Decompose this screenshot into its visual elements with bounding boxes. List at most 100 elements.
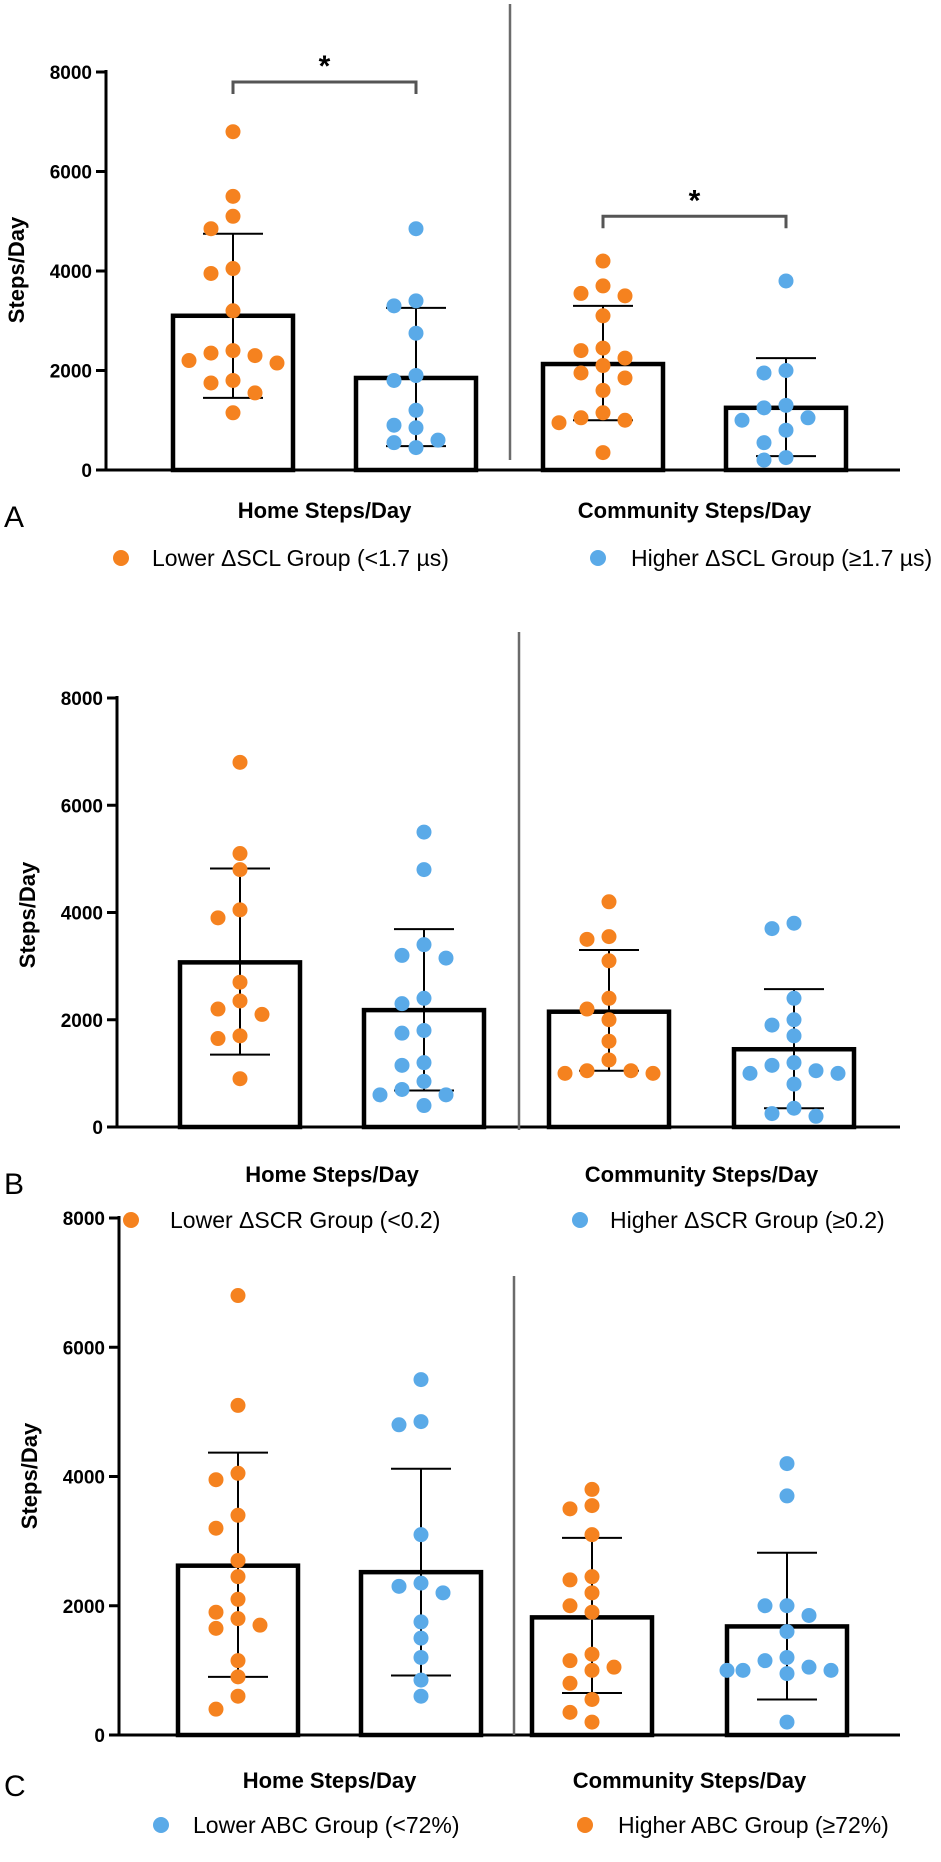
- data-point: [786, 915, 802, 931]
- data-point: [203, 345, 219, 361]
- data-point: [230, 1569, 246, 1585]
- data-point: [225, 124, 241, 140]
- data-point: [551, 415, 567, 431]
- data-point: [786, 1012, 802, 1028]
- data-point: [595, 358, 611, 374]
- data-point: [416, 862, 432, 878]
- data-point: [830, 1065, 846, 1081]
- legend-label: Higher ΔSCR Group (≥0.2): [610, 1207, 885, 1233]
- data-point: [232, 1071, 248, 1087]
- panel-label: C: [4, 1770, 26, 1803]
- legend-label: Higher ΔSCL Group (≥1.7 µs): [631, 545, 932, 571]
- data-point: [595, 405, 611, 421]
- data-point: [394, 1081, 410, 1097]
- data-point: [413, 1649, 429, 1665]
- data-point: [764, 1106, 780, 1122]
- legend-label: Lower ΔSCR Group (<0.2): [170, 1207, 440, 1233]
- legend-marker: [123, 1212, 139, 1228]
- data-point: [210, 1031, 226, 1047]
- significance-bracket: [231, 80, 418, 94]
- data-point: [579, 1063, 595, 1079]
- data-point: [779, 1624, 795, 1640]
- data-point: [779, 1666, 795, 1682]
- data-point: [584, 1691, 600, 1707]
- data-point: [801, 1607, 817, 1623]
- y-tick-label: 4000: [61, 904, 103, 925]
- y-tick-label: 2000: [61, 1011, 103, 1032]
- data-point: [786, 1028, 802, 1044]
- data-point: [203, 221, 219, 237]
- data-point: [438, 950, 454, 966]
- data-point: [225, 343, 241, 359]
- panel-label: A: [4, 501, 24, 534]
- data-point: [617, 370, 633, 386]
- data-point: [247, 385, 263, 401]
- data-point: [181, 353, 197, 369]
- data-point: [778, 363, 794, 378]
- data-point: [778, 397, 794, 413]
- data-point: [230, 1653, 246, 1669]
- data-point: [757, 1653, 773, 1669]
- data-point: [408, 367, 424, 383]
- data-point: [573, 410, 589, 426]
- data-point: [247, 348, 263, 364]
- data-point: [225, 261, 241, 277]
- data-point: [230, 1669, 246, 1685]
- data-point: [595, 340, 611, 356]
- legend-label: Lower ABC Group (<72%): [193, 1812, 460, 1838]
- data-point: [252, 1617, 268, 1633]
- data-point: [225, 188, 241, 204]
- legend-marker: [577, 1817, 593, 1833]
- legend-label: Higher ABC Group (≥72%): [618, 1812, 889, 1838]
- chart-panel-a: 0 2000 4000 6000 8000 Steps/Day Home Steps/Day…: [4, 4, 932, 571]
- data-point: [801, 1659, 817, 1675]
- data-point: [208, 1520, 224, 1536]
- data-point: [778, 422, 794, 438]
- data-point: [408, 420, 424, 436]
- data-point: [394, 996, 410, 1012]
- data-point: [778, 450, 794, 466]
- data-point: [230, 1288, 246, 1304]
- data-point: [779, 1649, 795, 1665]
- data-point: [225, 208, 241, 224]
- y-tick-label: 4000: [63, 1468, 105, 1489]
- data-point: [584, 1527, 600, 1543]
- data-point: [254, 1006, 270, 1022]
- data-point: [208, 1701, 224, 1717]
- legend-marker: [572, 1212, 588, 1228]
- data-point: [386, 298, 402, 314]
- data-point: [269, 355, 285, 371]
- category-label: Community Steps/Day: [585, 1162, 819, 1187]
- data-point: [208, 1472, 224, 1488]
- y-tick-label: 4000: [50, 262, 92, 283]
- data-point: [584, 1481, 600, 1497]
- data-point: [617, 412, 633, 428]
- significance-star: *: [319, 50, 331, 83]
- data-point: [786, 1076, 802, 1092]
- data-point: [595, 445, 611, 461]
- legend-marker: [153, 1817, 169, 1833]
- data-point: [391, 1417, 407, 1433]
- data-point: [584, 1604, 600, 1620]
- data-point: [416, 937, 432, 953]
- data-point: [208, 1620, 224, 1636]
- data-point: [413, 1630, 429, 1646]
- data-point: [394, 1057, 410, 1073]
- data-point: [601, 1052, 617, 1068]
- data-point: [225, 303, 241, 319]
- data-point: [230, 1465, 246, 1481]
- data-point: [438, 1087, 454, 1103]
- y-axis-label: Steps/Day: [4, 216, 29, 323]
- y-tick-label: 0: [94, 1726, 105, 1747]
- data-point: [416, 1055, 432, 1071]
- data-point: [601, 953, 617, 969]
- data-point: [579, 931, 595, 947]
- y-tick-label: 6000: [63, 1338, 105, 1359]
- data-point: [408, 402, 424, 418]
- data-point: [416, 1073, 432, 1089]
- data-point: [210, 910, 226, 926]
- data-point: [413, 1527, 429, 1543]
- data-point: [584, 1498, 600, 1514]
- data-point: [735, 1662, 751, 1678]
